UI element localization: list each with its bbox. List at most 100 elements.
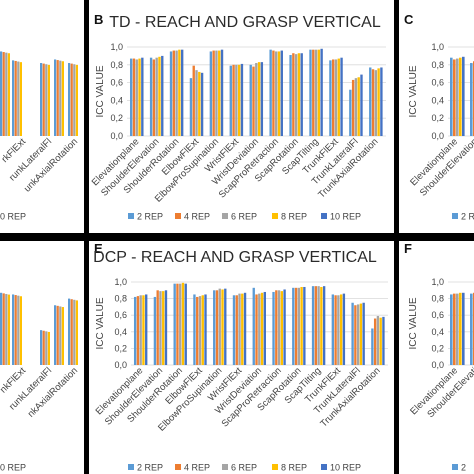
chart-left-top-bar — [75, 64, 78, 136]
chart-dcp-title: DCP - REACH AND GRASP VERTICAL — [93, 249, 377, 266]
chart-left-bottom-bar — [75, 300, 78, 365]
chart-left-bottom-bar — [61, 307, 64, 365]
chart-f-ytick-label: 0,6 — [431, 310, 444, 320]
chart-dcp-bar — [173, 283, 176, 365]
chart-dcp-bar — [320, 286, 323, 365]
chart-f-ytick-label: 0,0 — [431, 360, 444, 370]
chart-dcp-bar — [317, 286, 320, 365]
chart-left-bottom-bar — [5, 293, 8, 365]
chart-left-top-bar — [12, 60, 15, 136]
chart-dcp-bar — [232, 295, 236, 365]
chart-td-bar — [369, 67, 372, 136]
chart-dcp-bar — [179, 283, 182, 365]
chart-dcp-bar — [258, 293, 261, 365]
chart-dcp-bar — [351, 302, 354, 365]
chart-dcp-bar — [354, 305, 357, 365]
chart-dcp-ylabel: ICC VALUE — [95, 297, 106, 349]
chart-td-ytick-label: 1,0 — [110, 42, 123, 52]
chart-dcp-ytick-label: 0,6 — [114, 310, 127, 320]
chart-td-bar — [220, 49, 224, 136]
chart-td-bar — [138, 58, 141, 136]
chart-td-bar — [249, 64, 252, 136]
chart-td-bar — [280, 50, 283, 137]
chart-dcp-bar — [292, 287, 295, 365]
chart-c-legend-swatch — [452, 213, 458, 219]
chart-td-bar — [195, 70, 198, 136]
chart-f-ytick-label: 0,8 — [431, 294, 444, 304]
chart-td-bar — [297, 53, 301, 137]
chart-dcp-bar — [159, 291, 162, 365]
chart-dcp-bar — [260, 292, 264, 365]
chart-td-bar — [292, 53, 295, 137]
chart-c-ytick-label: 1,0 — [431, 42, 444, 52]
panel-letter-b: B — [94, 12, 103, 27]
chart-left-top-bar — [54, 59, 57, 136]
chart-td-legend-swatch — [321, 213, 327, 219]
chart-td-bar — [255, 63, 258, 136]
chart-f-bar — [462, 292, 465, 365]
chart-dcp-ytick-label: 1,0 — [114, 277, 127, 287]
chart-dcp-bar — [145, 294, 148, 365]
chart-left-bottom-bar — [73, 299, 76, 365]
chart-td-bar — [229, 65, 232, 136]
chart-td-legend-label: 6 REP — [231, 212, 257, 222]
chart-left-bottom-bar — [70, 299, 73, 365]
chart-dcp-legend-swatch — [175, 464, 181, 470]
chart-td-bar — [135, 59, 138, 136]
chart-dcp-bar — [196, 296, 199, 365]
chart-dcp-bar — [243, 292, 247, 365]
chart-dcp-legend-label: 2 REP — [137, 463, 163, 473]
chart-td-bar — [215, 50, 218, 137]
chart-dcp-legend-swatch — [272, 464, 278, 470]
chart-dcp-bar — [322, 286, 326, 365]
chart-dcp-bar — [156, 290, 159, 365]
panel-letter-f: F — [404, 241, 412, 256]
chart-td-bar — [260, 62, 264, 136]
chart-f-ylabel: ICC VALUE — [408, 297, 419, 349]
chart-dcp-legend-label: 4 REP — [184, 463, 210, 473]
chart-f-legend-label: 2 — [461, 463, 466, 473]
chart-td-bar — [351, 79, 355, 136]
chart-td-bar — [200, 72, 204, 136]
chart-td-bar — [340, 57, 343, 136]
chart-dcp-bar — [215, 290, 219, 365]
chart-dcp-bar — [213, 290, 216, 365]
chart-dcp-bar — [356, 304, 360, 365]
chart-f-bar — [456, 293, 459, 365]
chart-left-top-bar — [0, 51, 3, 137]
chart-dcp-bar — [176, 283, 179, 365]
chart-dcp-bar — [224, 288, 227, 365]
chart-td-bar — [294, 54, 298, 137]
chart-td-bar — [232, 64, 235, 136]
chart-dcp-bar — [342, 293, 346, 365]
panel-separator — [0, 233, 474, 241]
chart-dcp-bar — [337, 295, 340, 365]
chart-c-ytick-label: 0,4 — [431, 95, 444, 105]
chart-td-bar — [172, 50, 175, 137]
chart-td-bar — [309, 49, 312, 136]
chart-td-bar — [377, 68, 380, 136]
chart-td-bar — [334, 59, 338, 136]
chart-dcp-bar — [162, 291, 165, 365]
chart-td-bar — [129, 58, 133, 136]
chart-left-top-bar — [45, 64, 48, 136]
chart-left-top-bar — [17, 61, 20, 136]
chart-dcp-bar — [382, 316, 385, 365]
chart-left-bottom-bar — [54, 305, 57, 365]
chart-c-bar — [456, 58, 459, 136]
chart-dcp-bar — [133, 296, 137, 365]
chart-td: B TD - REACH AND GRASP VERTICAL 0,0 0,2 0,4 0… — [90, 12, 386, 222]
chart-dcp-bar — [275, 290, 278, 365]
chart-td-bar — [312, 49, 315, 136]
chart-dcp-bar — [272, 291, 275, 365]
chart-dcp-bar — [164, 290, 168, 365]
chart-td-bar — [289, 55, 292, 137]
chart-dcp-bar — [198, 296, 202, 365]
chart-td-bar — [235, 64, 238, 136]
chart-td-bar — [371, 69, 375, 136]
chart-left-top-bar — [14, 60, 17, 137]
chart-left-bottom-bar — [68, 298, 71, 365]
chart-td-bar — [178, 49, 181, 136]
